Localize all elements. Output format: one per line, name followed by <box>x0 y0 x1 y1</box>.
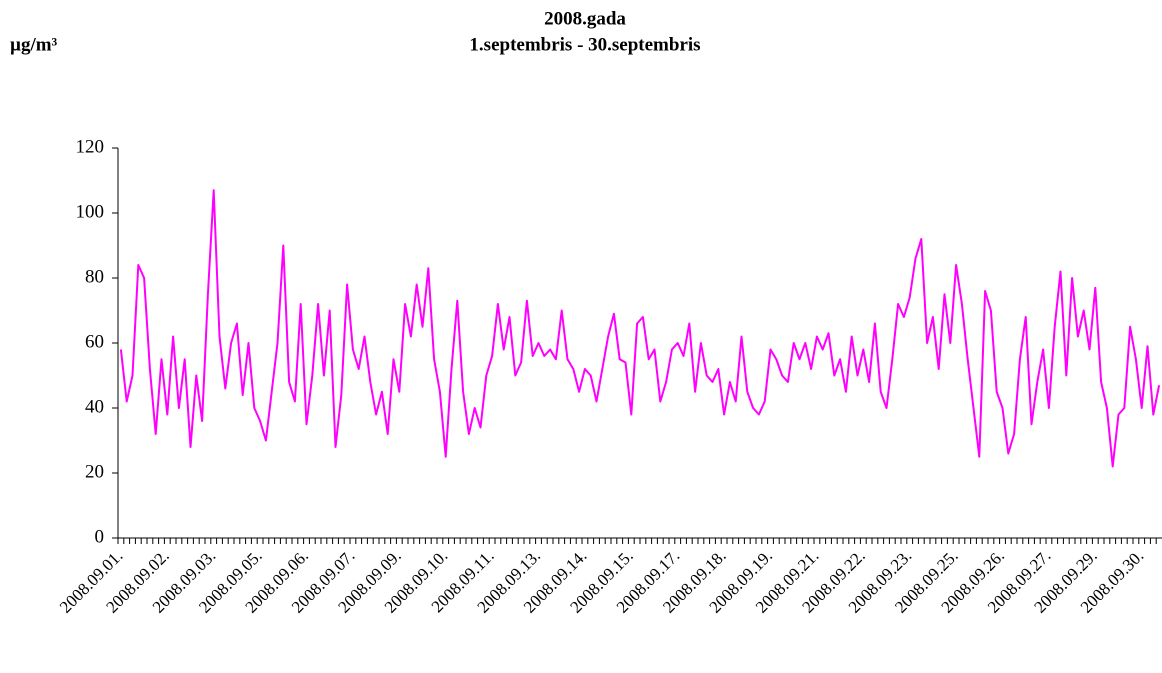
chart-title: 2008.gada <box>544 8 626 29</box>
data-line <box>119 189 1161 468</box>
y-tick-label: 120 <box>76 136 105 157</box>
y-tick-label: 100 <box>76 201 105 222</box>
y-axis-label: µg/m³ <box>10 34 58 55</box>
y-tick-label: 20 <box>85 461 104 482</box>
y-tick-label: 60 <box>85 331 104 352</box>
y-tick-label: 40 <box>85 396 104 417</box>
y-tick-label: 0 <box>95 526 105 547</box>
chart-subtitle: 1.septembris - 30.septembris <box>469 34 700 55</box>
y-tick-label: 80 <box>85 266 104 287</box>
